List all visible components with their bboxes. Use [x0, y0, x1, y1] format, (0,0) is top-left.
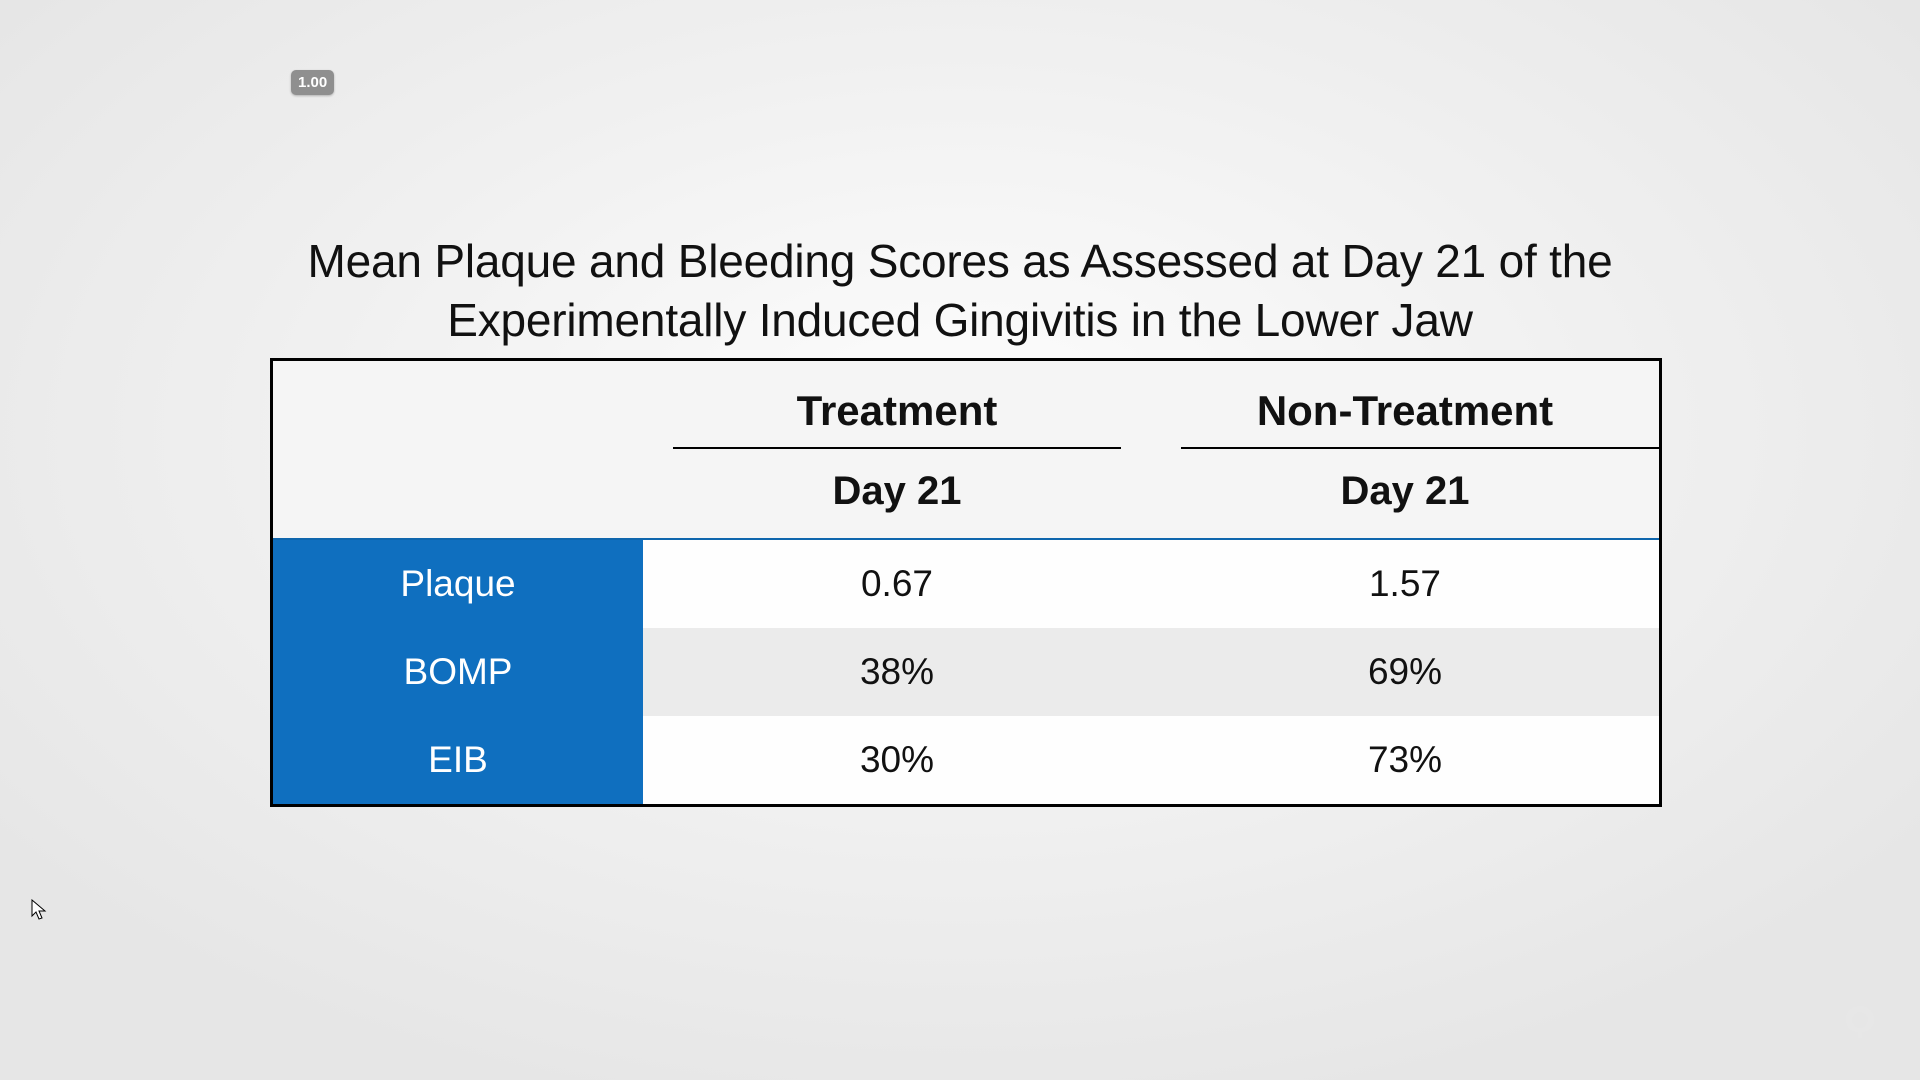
- table-header-sub: Day 21 Day 21: [273, 449, 1659, 538]
- slide-title: Mean Plaque and Bleeding Scores as Asses…: [0, 232, 1920, 350]
- row-label-eib: EIB: [273, 716, 643, 804]
- table-row: EIB 30% 73%: [273, 716, 1659, 804]
- row-label-bomp: BOMP: [273, 628, 643, 716]
- header-group-label: Non-Treatment: [1257, 387, 1553, 434]
- header-group-label: Treatment: [797, 387, 998, 434]
- table-header: Treatment Non-Treatment Day 21 Day 21: [273, 361, 1659, 540]
- header-spacer: [273, 449, 643, 538]
- row-label-plaque: Plaque: [273, 540, 643, 628]
- header-sub-treatment: Day 21: [643, 449, 1151, 538]
- header-sub-nontreatment: Day 21: [1151, 449, 1659, 538]
- cell-plaque-nontreatment: 1.57: [1151, 540, 1659, 628]
- title-line-1: Mean Plaque and Bleeding Scores as Asses…: [308, 235, 1613, 287]
- header-sub-label: Day 21: [1341, 469, 1470, 513]
- table-header-groups: Treatment Non-Treatment: [273, 361, 1659, 449]
- cell-plaque-treatment: 0.67: [643, 540, 1151, 628]
- cell-bomp-treatment: 38%: [643, 628, 1151, 716]
- header-underline: [1181, 447, 1659, 449]
- cell-bomp-nontreatment: 69%: [1151, 628, 1659, 716]
- cell-eib-treatment: 30%: [643, 716, 1151, 804]
- header-group-treatment: Treatment: [643, 361, 1151, 449]
- cursor-icon: [31, 899, 47, 921]
- title-line-2: Experimentally Induced Gingivitis in the…: [447, 294, 1473, 346]
- header-sub-label: Day 21: [833, 469, 962, 513]
- speed-badge-value: 1.00: [298, 74, 327, 91]
- header-group-nontreatment: Non-Treatment: [1151, 361, 1659, 449]
- speed-badge: 1.00: [291, 70, 334, 95]
- table-row: BOMP 38% 69%: [273, 628, 1659, 716]
- table-body: Plaque 0.67 1.57 BOMP 38% 69% EIB 30% 73…: [273, 540, 1659, 804]
- header-underline: [673, 447, 1121, 449]
- scores-table: Treatment Non-Treatment Day 21 Day 21 Pl…: [270, 358, 1662, 807]
- cell-eib-nontreatment: 73%: [1151, 716, 1659, 804]
- brand-logo-icon: [1840, 1002, 1880, 1042]
- header-spacer: [273, 361, 643, 449]
- table-row: Plaque 0.67 1.57: [273, 540, 1659, 628]
